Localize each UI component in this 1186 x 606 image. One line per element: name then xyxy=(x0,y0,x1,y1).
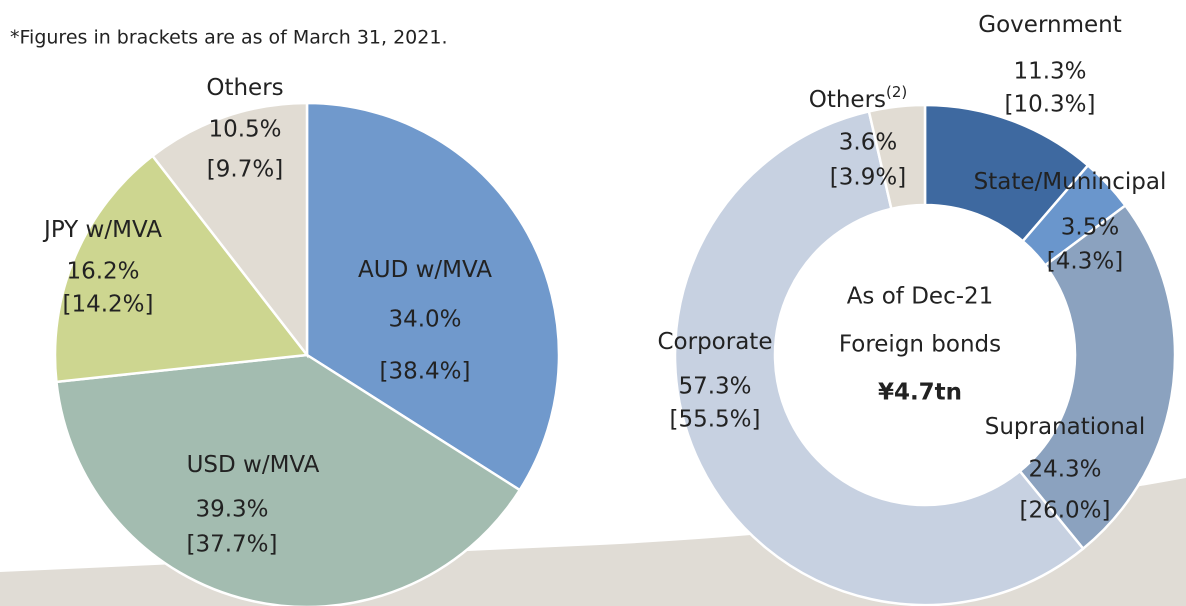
slice-label: JPY w/MVA xyxy=(42,217,162,243)
value-label: 10.5% xyxy=(208,117,281,143)
slice-name: USD w/MVA xyxy=(187,452,320,478)
center-text: As of Dec-21 xyxy=(847,284,994,310)
slice xyxy=(53,154,310,384)
value-label: 3.6% xyxy=(839,130,897,156)
slice xyxy=(673,109,1085,606)
previous-value-label: [38.4%] xyxy=(379,359,470,385)
value-label: 39.3% xyxy=(195,497,268,523)
previous-value-label: [10.3%] xyxy=(1004,92,1095,118)
center-text: Foreign bonds xyxy=(839,332,1001,358)
previous-value-label: [26.0%] xyxy=(1019,498,1110,524)
slice-label: State/Munincipal xyxy=(974,169,1167,195)
slice xyxy=(1018,203,1177,551)
slice xyxy=(305,101,561,492)
value-label: 57.3% xyxy=(678,374,751,400)
value-label: 16.2% xyxy=(66,259,139,285)
slice-name: Government xyxy=(978,12,1121,38)
value-label: 24.3% xyxy=(1028,457,1101,483)
value-label: 11.3% xyxy=(1013,59,1086,85)
value-label: 3.5% xyxy=(1061,215,1119,241)
slice-name: Supranational xyxy=(985,414,1146,440)
slice-label: Others(2) xyxy=(809,83,908,113)
footnote-marker: (2) xyxy=(886,83,907,101)
note: *Figures in brackets are as of March 31,… xyxy=(10,27,447,49)
slice-name: Others xyxy=(206,75,283,101)
center-text: ¥4.7tn xyxy=(878,380,962,406)
slice xyxy=(867,103,927,211)
slice-name: Corporate xyxy=(658,329,773,355)
slice-label: Supranational xyxy=(985,414,1146,440)
slice-label: AUD w/MVA xyxy=(358,257,492,283)
slice-name: Others xyxy=(809,87,886,113)
slice xyxy=(55,353,522,606)
previous-value-label: [9.7%] xyxy=(207,157,283,183)
slice-label: Government xyxy=(978,12,1121,38)
slice-name: JPY w/MVA xyxy=(42,217,162,243)
slice-label: USD w/MVA xyxy=(187,452,320,478)
slice-name: State/Munincipal xyxy=(974,169,1167,195)
slice-label: Others xyxy=(206,75,283,101)
slice-label: Corporate xyxy=(658,329,773,355)
previous-value-label: [3.9%] xyxy=(830,165,906,191)
previous-value-label: [14.2%] xyxy=(62,292,153,318)
slice xyxy=(150,101,309,359)
value-label: 34.0% xyxy=(388,307,461,333)
previous-value-label: [37.7%] xyxy=(186,532,277,558)
previous-value-label: [4.3%] xyxy=(1047,249,1123,275)
previous-value-label: [55.5%] xyxy=(669,407,760,433)
slice-name: AUD w/MVA xyxy=(358,257,492,283)
